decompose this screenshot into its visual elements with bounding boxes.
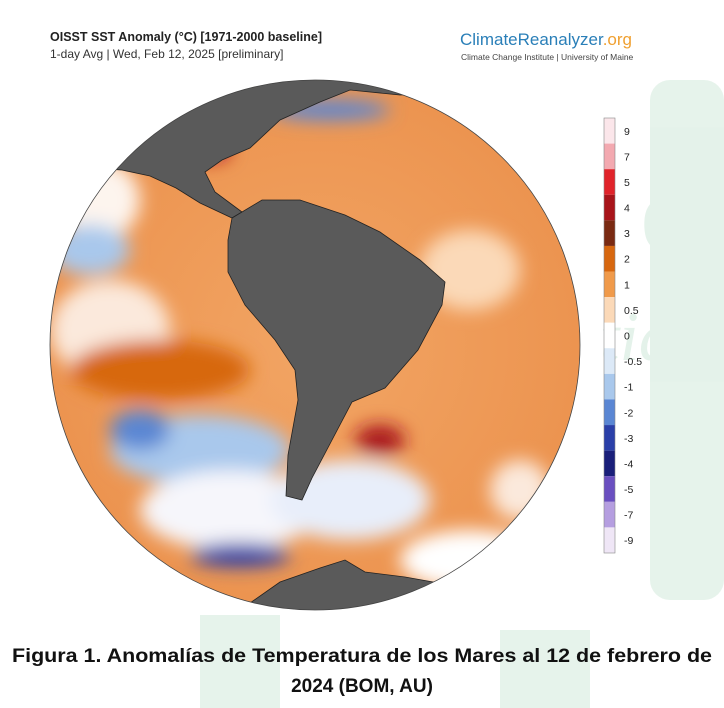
colorbar: 9 7 5 4 3 2 1 0.5 0 -0.5 -1 -2 -3 -4 -5 -7 -9: [603, 117, 642, 554]
colorbar-cell: [604, 476, 615, 502]
caption-line: 2024 (BOM, AU): [291, 676, 433, 697]
colorbar-label: 0: [624, 331, 630, 343]
colorbar-cell: [604, 220, 615, 246]
colorbar-label: 9: [624, 126, 630, 138]
title: OISST SST Anomaly (°C) [1971-2000 baseli…: [50, 30, 322, 44]
colorbar-label: 3: [624, 228, 630, 240]
colorbar-label: -1: [624, 382, 633, 394]
colorbar-frame: [603, 117, 616, 554]
colorbar-cell: [604, 143, 615, 170]
colorbar-label: -4: [624, 458, 633, 470]
colorbar-cell: [604, 271, 615, 298]
colorbar-cell: [604, 169, 615, 195]
colorbar-cell: [604, 348, 615, 374]
colorbar-label: 0.5: [624, 305, 639, 317]
logo-tagline: Climate Change Institute | University of…: [461, 52, 634, 62]
colorbar-cell: [604, 297, 615, 323]
colorbar-label: -9: [624, 535, 633, 547]
colorbar-label: -0.5: [624, 356, 642, 368]
colorbar-cell: [604, 527, 615, 553]
colorbar-cell: [604, 399, 615, 426]
colorbar-cell: [604, 425, 615, 451]
colorbar-label: 5: [624, 177, 630, 189]
colorbar-label: 1: [624, 279, 630, 291]
caption-line: Figura 1. Anomalías de Temperatura de lo…: [12, 646, 712, 667]
colorbar-label: -5: [624, 484, 633, 496]
colorbar-cell: [604, 194, 615, 221]
colorbar-label: -3: [624, 433, 633, 445]
colorbar-cell: [604, 501, 615, 528]
colorbar-cell: [604, 450, 615, 477]
logo: ClimateReanalyzer.org: [460, 30, 632, 49]
colorbar-cell: [604, 373, 615, 400]
colorbar-cell: [604, 245, 615, 272]
colorbar-cell: [604, 322, 615, 349]
colorbar-cell: [604, 118, 615, 144]
colorbar-label: -2: [624, 407, 633, 419]
colorbar-label: -7: [624, 510, 633, 522]
svg-text:e: e: [640, 152, 689, 274]
logo-domain: .org: [603, 30, 632, 49]
colorbar-label: 7: [624, 151, 630, 163]
logo-name: ClimateReanalyzer: [460, 30, 604, 49]
globe-outline: [49, 79, 581, 611]
colorbar-label: 2: [624, 254, 630, 266]
colorbar-label: 4: [624, 203, 630, 215]
globe: [50, 80, 580, 610]
subtitle: 1-day Avg | Wed, Feb 12, 2025 [prelimina…: [50, 47, 283, 61]
